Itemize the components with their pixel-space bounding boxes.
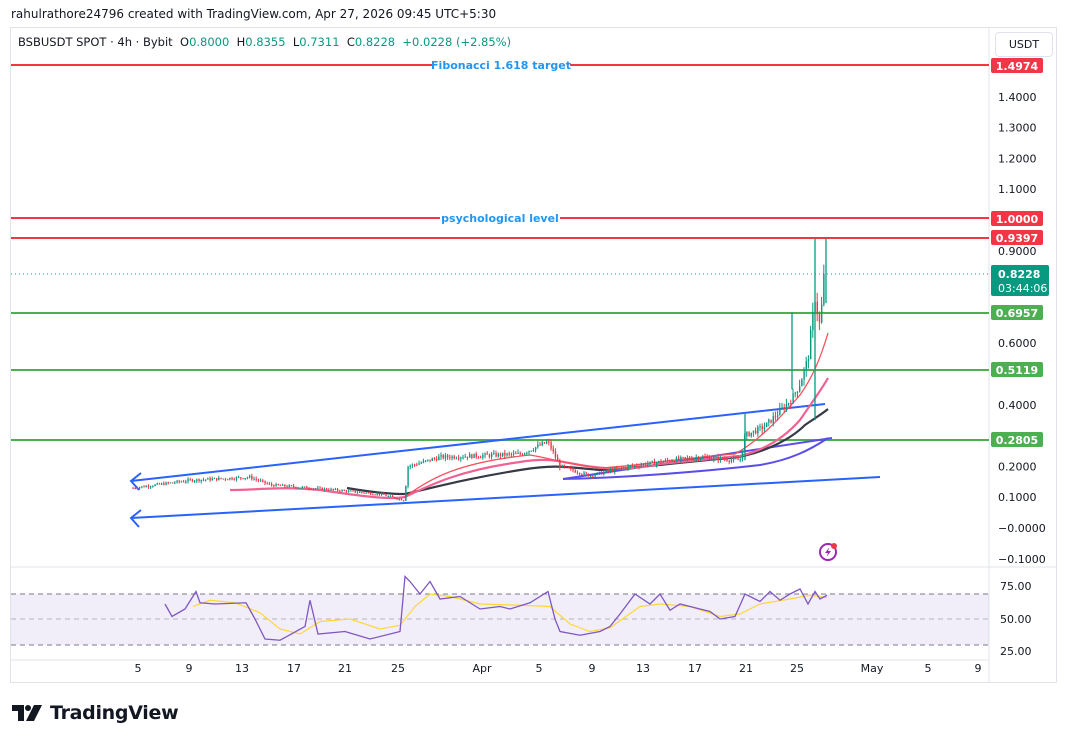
price-tick: 0.4000 <box>998 399 1037 412</box>
moving-averages <box>229 332 829 500</box>
time-tick: 9 <box>975 662 982 675</box>
alert-lightning-icon[interactable] <box>819 543 837 561</box>
price-tick: 0.9000 <box>998 245 1037 258</box>
time-tick: 17 <box>688 662 702 675</box>
low-value: 0.7311 <box>299 35 340 49</box>
chart-frame <box>10 27 1057 683</box>
price-tick: 1.4000 <box>998 91 1037 104</box>
svg-text:0.5119: 0.5119 <box>996 364 1038 377</box>
time-tick: 5 <box>135 662 142 675</box>
time-tick: 13 <box>235 662 249 675</box>
high-value: 0.8355 <box>245 35 286 49</box>
tradingview-logo-text: TradingView <box>50 702 179 724</box>
rsi-line <box>164 575 828 641</box>
price-tick: 0.1000 <box>998 491 1037 504</box>
svg-text:0.6957: 0.6957 <box>996 307 1038 320</box>
candlesticks[interactable] <box>132 238 827 502</box>
svg-text:0.2805: 0.2805 <box>996 434 1038 447</box>
price-scale[interactable]: 1.4000 1.3000 1.2000 1.1000 0.9000 0.6000 0.40… <box>998 91 1046 566</box>
change-value: +0.0228 (+2.85%) <box>402 35 512 49</box>
rsi-tick: 75.00 <box>1000 580 1032 593</box>
low-label: L <box>292 35 300 49</box>
symbol-name[interactable]: BSBUSDT SPOT · 4h · Bybit <box>18 35 173 49</box>
ema-fast <box>404 332 829 498</box>
price-tick: −0.0000 <box>998 522 1046 535</box>
price-tick: 0.2000 <box>998 460 1037 473</box>
price-tick: 1.3000 <box>998 122 1037 135</box>
rsi-ma-line <box>192 593 828 635</box>
open-value: 0.8000 <box>189 35 230 49</box>
svg-text:0.8228: 0.8228 <box>998 268 1040 281</box>
price-tags: 1.4974 1.0000 0.9397 0.8228 03:44:06 0.6… <box>991 58 1049 447</box>
time-axis[interactable]: 5 9 13 17 21 25 Apr 5 9 13 17 21 25 May 5 9 <box>135 662 982 675</box>
time-tick: 13 <box>636 662 650 675</box>
ema-long <box>562 437 829 480</box>
rsi-tick: 50.00 <box>1000 613 1032 626</box>
price-tick: 1.1000 <box>998 183 1037 196</box>
currency-button[interactable]: USDT <box>995 32 1053 57</box>
close-value: 0.8228 <box>354 35 396 49</box>
fib-target-label: Fibonacci 1.618 target <box>431 59 571 72</box>
open-label: O <box>180 35 190 49</box>
rsi-pane[interactable] <box>11 575 989 646</box>
close-label: C <box>346 35 355 49</box>
channel-arrow-upper <box>129 472 142 491</box>
ema-mid <box>229 377 829 500</box>
time-tick: 17 <box>287 662 301 675</box>
high-label: H <box>236 35 246 49</box>
time-tick: 9 <box>186 662 193 675</box>
price-tick: 0.6000 <box>998 337 1037 350</box>
time-tick: 25 <box>391 662 405 675</box>
time-tick: 5 <box>925 662 932 675</box>
rsi-tick: 25.00 <box>1000 645 1032 658</box>
price-tick: −0.1000 <box>998 553 1046 566</box>
rsi-scale[interactable]: 75.00 50.00 25.00 <box>1000 580 1032 658</box>
channel-arrow-lower <box>129 509 142 528</box>
psychological-level-label: psychological level <box>441 212 559 225</box>
time-tick: 21 <box>338 662 352 675</box>
time-tick: 5 <box>536 662 543 675</box>
horizontal-levels[interactable]: Fibonacci 1.618 target psychological lev… <box>11 57 989 441</box>
time-tick: May <box>861 662 884 675</box>
time-tick: 21 <box>739 662 753 675</box>
svg-text:1.4974: 1.4974 <box>996 60 1039 73</box>
time-tick: 25 <box>790 662 804 675</box>
time-tick: Apr <box>472 662 492 675</box>
svg-text:0.9397: 0.9397 <box>996 232 1038 245</box>
price-tick: 1.2000 <box>998 152 1037 165</box>
tradingview-logo[interactable]: TradingView <box>12 702 179 724</box>
ascending-channel[interactable] <box>129 403 881 528</box>
symbol-legend: BSBUSDT SPOT · 4h · Bybit O0.8000 H0.835… <box>18 35 511 49</box>
svg-text:03:44:06: 03:44:06 <box>998 282 1047 295</box>
svg-text:1.0000: 1.0000 <box>996 213 1039 226</box>
tradingview-logo-icon <box>12 705 42 721</box>
time-tick: 9 <box>589 662 596 675</box>
chart-credit: rahulrathore24796 created with TradingVi… <box>11 7 497 21</box>
